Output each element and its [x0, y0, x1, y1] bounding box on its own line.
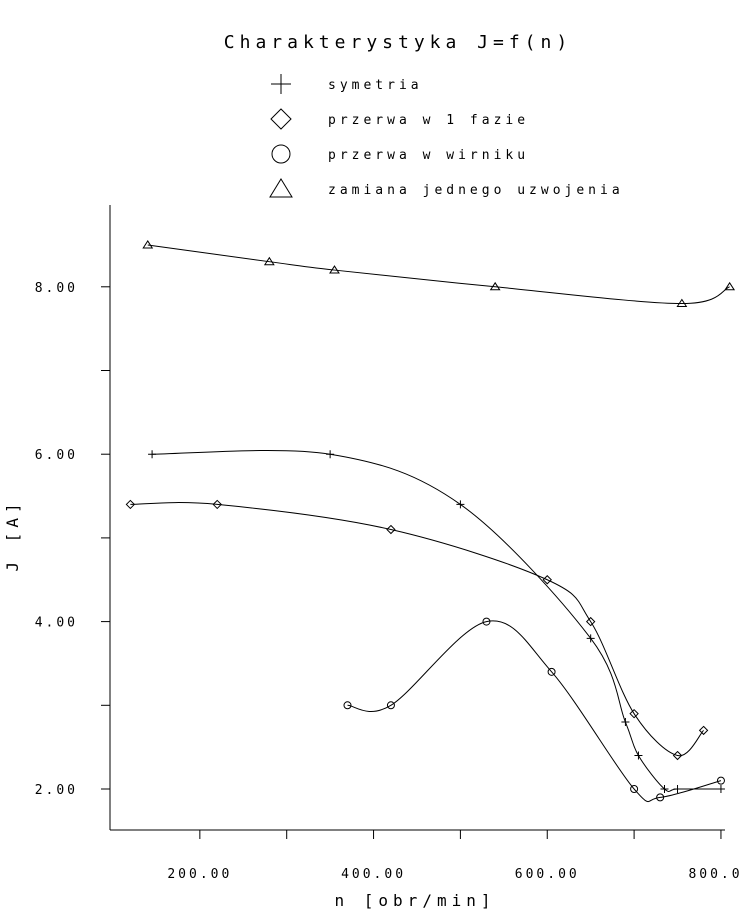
data-point	[456, 500, 465, 509]
legend-item: symetria	[271, 74, 423, 94]
x-tick-label: 600.00	[515, 867, 580, 882]
legend-marker-diamond	[270, 108, 292, 130]
data-point	[212, 499, 222, 510]
legend-marker-triangle	[269, 178, 293, 198]
legend-marker-plus	[271, 74, 291, 94]
series-line	[147, 244, 730, 305]
x-tick-label: 400.00	[341, 867, 406, 882]
y-axis-label: J [A]	[3, 498, 22, 571]
data-point	[656, 793, 665, 802]
series-triangle	[142, 240, 736, 308]
plot-area	[125, 240, 736, 803]
data-point	[621, 718, 630, 727]
data-point	[386, 524, 396, 535]
data-point	[676, 298, 688, 308]
data-point	[698, 725, 709, 736]
data-point	[263, 256, 275, 266]
series-diamond	[125, 499, 709, 761]
legend: symetria przerwa w 1 fazie przerwa w wirni…	[269, 74, 624, 198]
series-line	[347, 620, 722, 803]
legend-label: przerwa w 1 fazie	[328, 113, 529, 128]
y-tick-label: 6.00	[35, 448, 78, 463]
data-point	[585, 616, 596, 627]
series-circle	[343, 617, 725, 803]
data-point	[716, 776, 725, 785]
data-point	[672, 750, 683, 761]
legend-item: przerwa w wirniku	[271, 144, 529, 164]
data-point	[634, 751, 643, 760]
data-point	[482, 617, 491, 626]
data-point	[142, 240, 154, 249]
data-point	[542, 575, 552, 585]
y-tick-label: 4.00	[35, 616, 78, 631]
data-point	[326, 450, 335, 459]
data-point	[716, 785, 725, 793]
y-tick-label: 8.00	[35, 281, 78, 296]
legend-item: zamiana jednego uzwojenia	[269, 178, 624, 198]
data-point	[125, 499, 136, 510]
legend-item: przerwa w 1 fazie	[270, 108, 529, 130]
series-plus	[148, 449, 725, 793]
data-point	[547, 667, 556, 676]
data-point	[660, 785, 669, 793]
data-point	[629, 708, 639, 719]
series-line	[152, 449, 721, 792]
data-point	[586, 634, 595, 643]
data-point	[724, 281, 736, 291]
x-tick-label: 800.00	[688, 867, 743, 882]
x-tick-label: 200.00	[167, 867, 232, 882]
legend-label: symetria	[328, 78, 423, 93]
data-point	[329, 265, 340, 274]
x-axis-label: n [obr/min]	[335, 891, 496, 910]
data-point	[148, 450, 157, 459]
series-line	[130, 502, 704, 757]
data-point	[630, 785, 639, 793]
data-point	[489, 281, 501, 291]
data-point	[673, 785, 682, 793]
chart-title: Charakterystyka J=f(n)	[224, 32, 572, 53]
legend-label: zamiana jednego uzwojenia	[328, 183, 624, 198]
data-point	[386, 701, 395, 710]
legend-label: przerwa w wirniku	[328, 148, 529, 163]
legend-marker-circle	[271, 144, 291, 164]
y-tick-label: 2.00	[35, 783, 78, 798]
data-point	[343, 701, 352, 710]
axes: 200.00 400.00 600.00 800.00 2.00 4.00 6.00 8.00	[35, 205, 743, 882]
